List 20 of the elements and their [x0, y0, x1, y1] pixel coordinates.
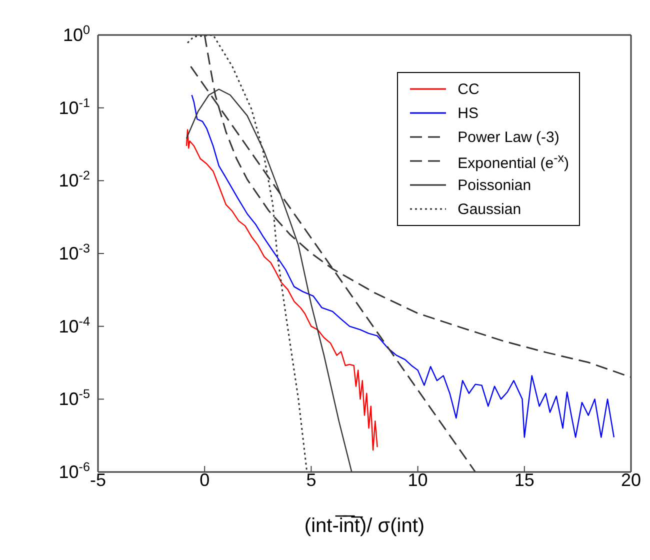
y-tick-label: 10$^{-4}$ — [58, 314, 90, 336]
x-tick-label: 15 — [514, 470, 534, 490]
y-tick-label: 10$^{-2}$ — [58, 168, 90, 191]
y-tick-label: 10$^{-3}$ — [58, 242, 90, 264]
x-tick-label: 20 — [620, 470, 642, 490]
x-tick-label: -5 — [90, 470, 106, 490]
y-tick-label: 10$^{-5}$ — [58, 387, 90, 410]
y-tick-label: 10$^{0}$ — [62, 23, 90, 45]
x-tick-label: 10 — [408, 470, 428, 490]
legend-label: Exponential (e$^{-x}$) — [458, 150, 569, 172]
y-tick-label: 10$^{-6}$ — [58, 460, 90, 482]
legend-label: Power Law (-3) — [458, 128, 560, 146]
x-axis-title: (int-i̅n̅t̅)/ σ(int) — [304, 514, 425, 537]
legend-label: HS — [458, 104, 479, 122]
legend-label: CC — [458, 80, 480, 98]
x-tick-label: 5 — [306, 470, 316, 490]
legend-label: Poissonian — [458, 176, 532, 194]
x-tick-label: 0 — [200, 470, 210, 490]
legend-label: Gaussian — [458, 200, 522, 218]
y-tick-label: 10$^{-1}$ — [58, 96, 90, 118]
